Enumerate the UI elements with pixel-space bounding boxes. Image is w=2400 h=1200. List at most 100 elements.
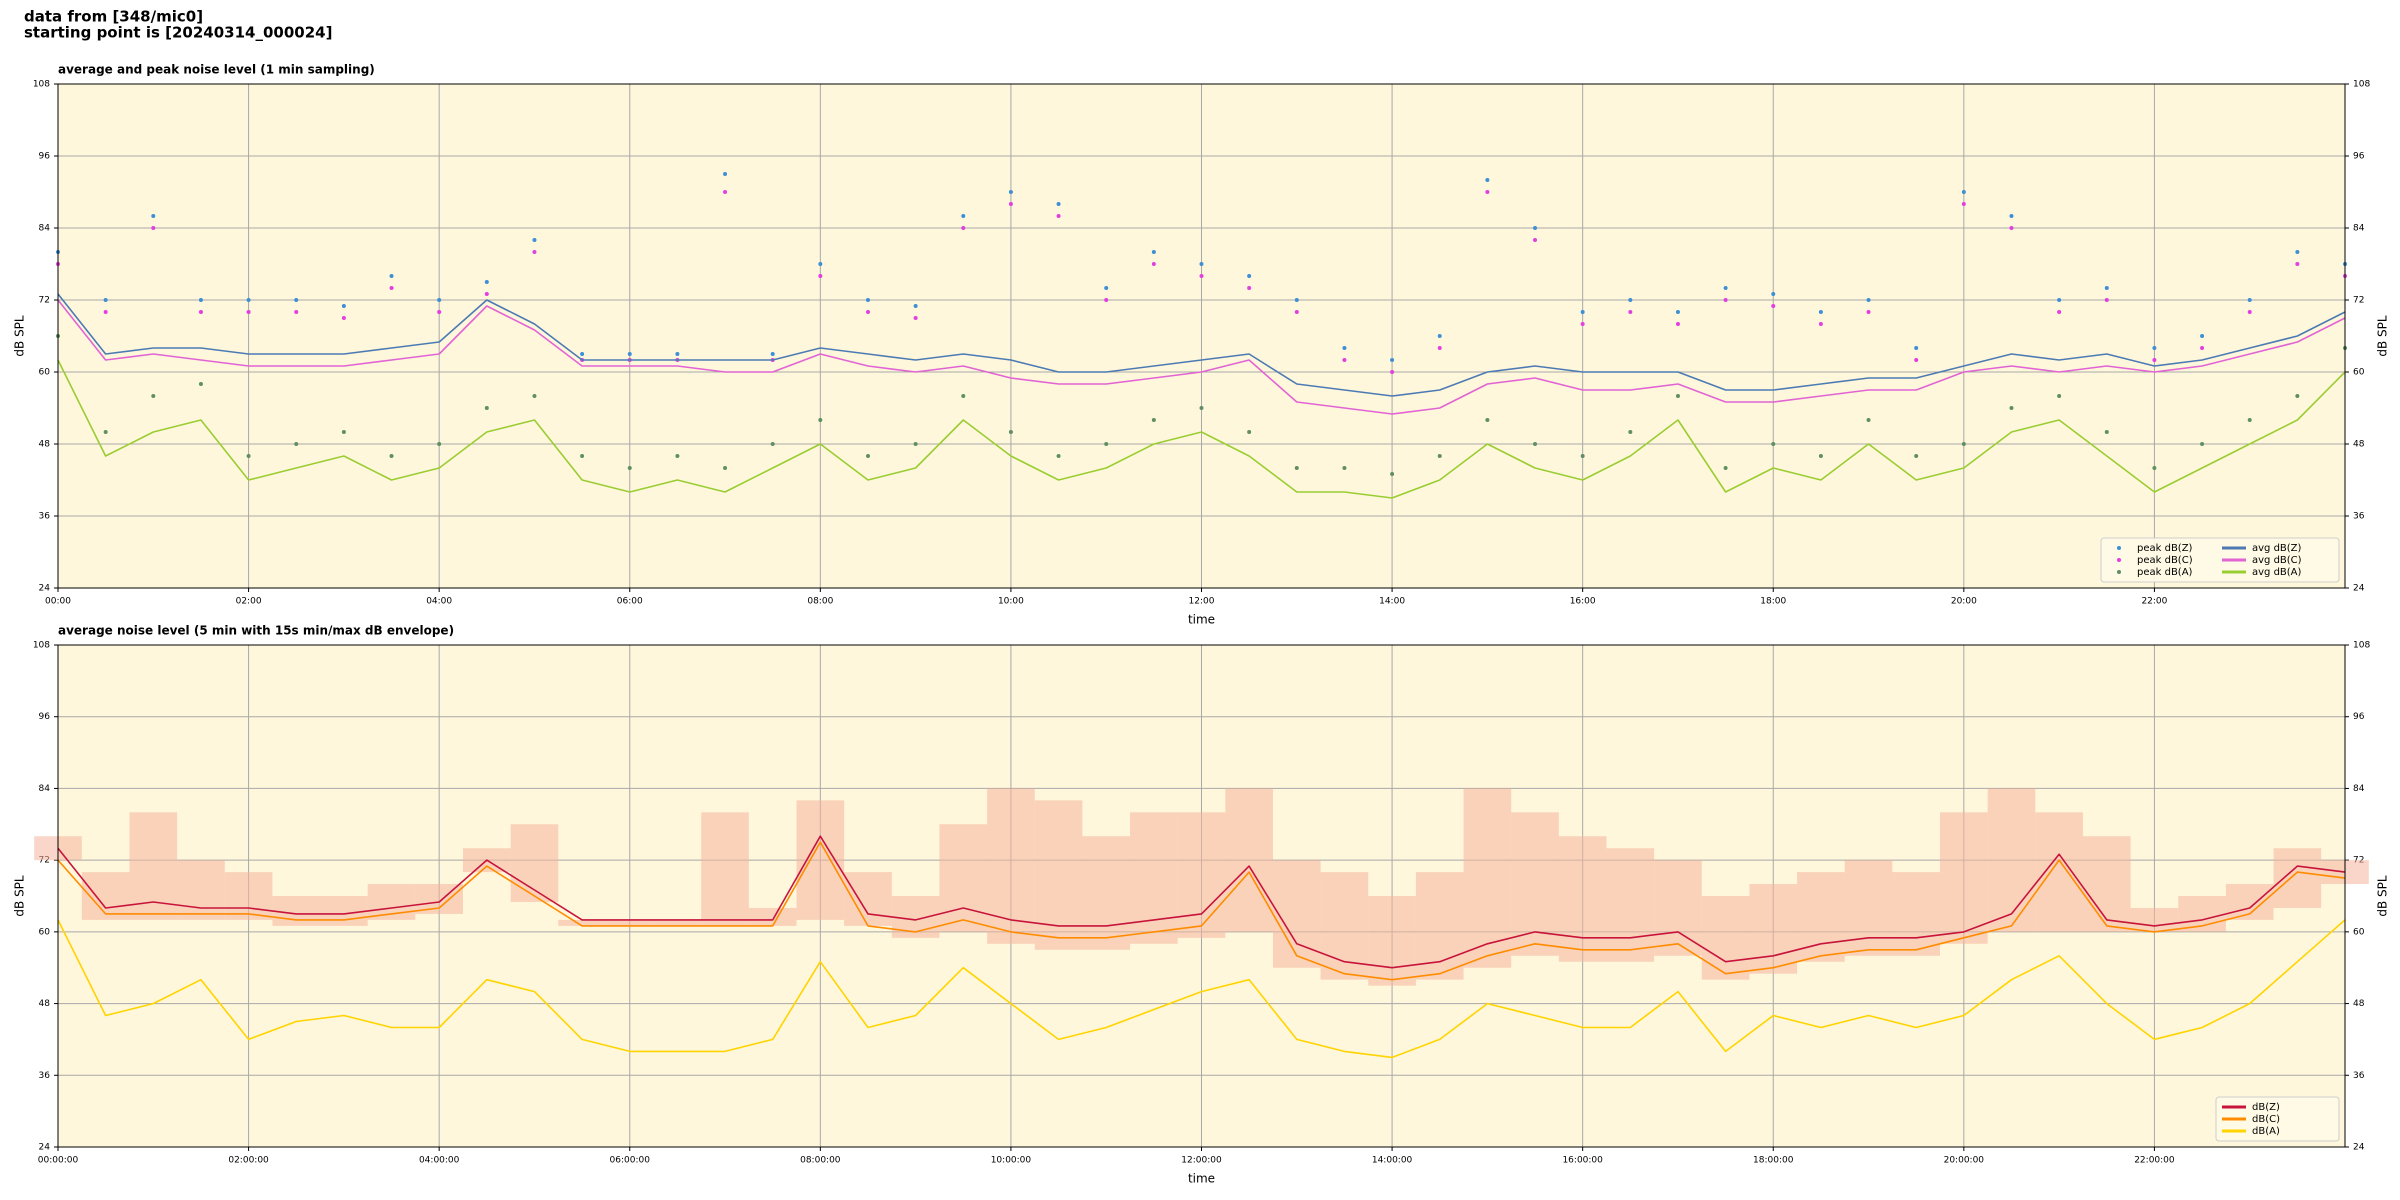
x-tick-label: 08:00:00 bbox=[800, 1156, 841, 1166]
peak-point bbox=[1533, 238, 1538, 242]
legend-label: dB(Z) bbox=[2252, 1102, 2280, 1113]
envelope-band bbox=[1272, 860, 1321, 968]
peak-point bbox=[198, 382, 203, 386]
x-tick-label: 20:00 bbox=[1951, 597, 1977, 607]
x-axis-label: time bbox=[1188, 1172, 1215, 1186]
peak-point bbox=[103, 430, 108, 434]
peak-point bbox=[1485, 190, 1490, 194]
y-tick-label: 60 bbox=[39, 927, 51, 937]
envelope-band bbox=[320, 896, 368, 926]
x-tick-label: 14:00 bbox=[1379, 597, 1405, 607]
legend-label: avg dB(Z) bbox=[2252, 543, 2302, 554]
peak-point bbox=[484, 280, 489, 284]
x-tick-label: 18:00:00 bbox=[1753, 1156, 1794, 1166]
envelope-band bbox=[2130, 907, 2179, 932]
peak-point bbox=[913, 316, 918, 320]
peak-point bbox=[1247, 286, 1252, 290]
peak-point bbox=[1485, 178, 1490, 182]
legend-marker bbox=[2117, 570, 2121, 574]
y-tick-label: 84 bbox=[2353, 784, 2365, 794]
series-line bbox=[57, 299, 2346, 415]
peak-point bbox=[2247, 298, 2252, 302]
peak-point bbox=[2200, 334, 2205, 338]
y-tick-label: 60 bbox=[2353, 927, 2365, 937]
peak-point bbox=[1771, 292, 1776, 296]
peak-point bbox=[865, 310, 870, 314]
envelope-band bbox=[177, 860, 225, 920]
x-tick-label: 22:00:00 bbox=[2134, 1156, 2175, 1166]
peak-point bbox=[246, 310, 251, 314]
peak-point bbox=[1580, 310, 1585, 314]
peak-point bbox=[1151, 418, 1156, 422]
y-tick-label: 96 bbox=[39, 712, 51, 722]
peak-point bbox=[1961, 202, 1966, 206]
peak-point bbox=[723, 190, 728, 194]
header-line: data from [348/mic0] bbox=[24, 8, 203, 26]
envelope-band bbox=[891, 896, 940, 938]
y-tick-label: 96 bbox=[39, 152, 51, 162]
peak-point bbox=[675, 454, 680, 458]
peak-point bbox=[818, 274, 823, 278]
legend-marker bbox=[2117, 546, 2121, 550]
plot-frame bbox=[57, 644, 2346, 1148]
y-tick-label: 108 bbox=[2353, 641, 2370, 651]
x-tick-label: 12:00:00 bbox=[1181, 1156, 1222, 1166]
peak-point bbox=[1533, 442, 1538, 446]
peak-point bbox=[2057, 310, 2062, 314]
peak-point bbox=[1675, 394, 1680, 398]
x-tick-label: 02:00 bbox=[236, 597, 262, 607]
y-tick-label: 36 bbox=[2353, 512, 2365, 522]
peak-point bbox=[1628, 430, 1633, 434]
peak-point bbox=[151, 226, 156, 230]
peak-point bbox=[532, 250, 537, 254]
peak-point bbox=[770, 442, 775, 446]
peak-point bbox=[2152, 346, 2157, 350]
x-tick-label: 22:00 bbox=[2141, 597, 2167, 607]
peak-point bbox=[1723, 298, 1728, 302]
y-tick-label: 36 bbox=[39, 512, 51, 522]
peak-point bbox=[1342, 346, 1347, 350]
x-tick-label: 16:00 bbox=[1570, 597, 1596, 607]
envelope-band bbox=[939, 824, 988, 932]
peak-point bbox=[1914, 358, 1919, 362]
y-tick-label: 108 bbox=[33, 80, 50, 90]
peak-point bbox=[1199, 274, 1204, 278]
y-tick-label: 48 bbox=[2353, 999, 2365, 1009]
legend-label: peak dB(C) bbox=[2137, 555, 2193, 566]
peak-point bbox=[1151, 262, 1156, 266]
peak-point bbox=[1294, 298, 1299, 302]
y-tick-label: 36 bbox=[2353, 1071, 2365, 1081]
x-tick-label: 00:00 bbox=[45, 597, 71, 607]
envelope-band bbox=[987, 788, 1035, 944]
envelope-band bbox=[2035, 812, 2083, 932]
peak-point bbox=[865, 454, 870, 458]
y-tick-label: 24 bbox=[2353, 1143, 2365, 1153]
legend-box bbox=[2215, 1096, 2340, 1142]
x-tick-label: 10:00:00 bbox=[991, 1156, 1032, 1166]
y-tick-label: 72 bbox=[39, 856, 50, 866]
legend-label: peak dB(A) bbox=[2137, 567, 2193, 578]
x-tick-label: 00:00:00 bbox=[38, 1156, 79, 1166]
peak-point bbox=[961, 226, 966, 230]
y-tick-label: 72 bbox=[39, 296, 50, 306]
y-tick-label: 48 bbox=[39, 440, 51, 450]
x-tick-label: 06:00:00 bbox=[610, 1156, 651, 1166]
peak-point bbox=[246, 454, 251, 458]
peak-point bbox=[1104, 286, 1109, 290]
peak-point bbox=[341, 430, 346, 434]
peak-point bbox=[437, 442, 442, 446]
peak-point bbox=[1294, 466, 1299, 470]
legend-label: dB(C) bbox=[2252, 1114, 2280, 1125]
envelope-band bbox=[701, 812, 749, 926]
peak-point bbox=[1723, 286, 1728, 290]
peak-point bbox=[1151, 250, 1156, 254]
y-tick-label: 108 bbox=[33, 641, 50, 651]
peak-point bbox=[198, 298, 203, 302]
peak-point bbox=[2009, 226, 2014, 230]
x-tick-label: 06:00 bbox=[617, 597, 643, 607]
peak-point bbox=[1675, 310, 1680, 314]
envelope-band bbox=[653, 919, 702, 926]
peak-point bbox=[1580, 322, 1585, 326]
y-tick-label: 84 bbox=[39, 784, 51, 794]
envelope-band bbox=[1797, 872, 1845, 962]
